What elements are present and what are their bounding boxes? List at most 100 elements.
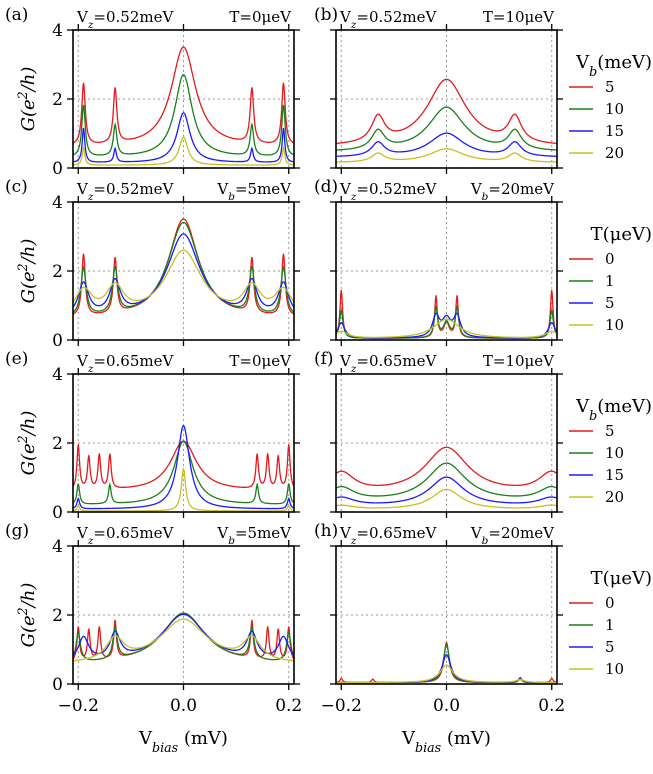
x-tick-label: −0.2 <box>58 696 99 716</box>
legend-label: 15 <box>605 122 624 140</box>
series-line-10 <box>336 664 558 684</box>
legend-title: Vb(meV) <box>575 396 652 423</box>
panel-title-left: Vz=0.52meV <box>76 8 174 31</box>
legend-title: Vb(meV) <box>575 52 652 79</box>
y-axis-label: G(e2/h) <box>15 411 40 476</box>
y-tick-label: 0 <box>52 503 63 523</box>
panel-b: (b) Vz=0.52meV T=10μeV <box>314 5 563 174</box>
x-tick-label: 0.0 <box>433 696 460 716</box>
y-tick-label: 4 <box>52 365 63 385</box>
legend-label: 10 <box>605 660 624 678</box>
panel-label: (c) <box>5 177 28 197</box>
panel-label: (e) <box>5 349 28 369</box>
series-line-1 <box>72 221 295 313</box>
series-line-10 <box>72 440 295 505</box>
legend-row-1: T(μeV) 0 1 5 10 <box>569 224 652 334</box>
y-tick-label: 2 <box>52 90 63 110</box>
series-line-20 <box>335 148 558 163</box>
y-axis-label: G(e2/h) <box>15 239 40 304</box>
series-line-5 <box>336 653 557 684</box>
series-line-10 <box>72 249 295 303</box>
panel-title-left: Vz=0.65meV <box>76 524 174 547</box>
series-line-15 <box>335 476 558 504</box>
legend-label: 0 <box>605 250 615 268</box>
panel-title-left: Vz=0.52meV <box>339 8 437 31</box>
y-axis-label: G(e2/h) <box>15 67 40 132</box>
panel-title-right: T=10μeV <box>483 8 555 26</box>
y-tick-label: 4 <box>52 537 63 557</box>
panel-title-right: Vb=5meV <box>216 180 292 203</box>
panel-label: (g) <box>5 521 29 541</box>
panel-h: −0.2 0.0 0.2 Vbias (mV) (h) Vz=0.65meV Vb=20me… <box>314 521 565 755</box>
legend-label: 10 <box>605 316 624 334</box>
x-tick-label: 0.2 <box>275 696 302 716</box>
series-line-5 <box>72 233 295 308</box>
panel-d: (d) Vz=0.52meV Vb=20meV <box>314 177 563 346</box>
series-line-0 <box>335 641 558 684</box>
panel-label: (f) <box>314 349 334 369</box>
legend-title: T(μeV) <box>591 568 652 589</box>
legend-label: 10 <box>605 100 624 118</box>
series-line-10 <box>335 462 558 497</box>
legend-label: 20 <box>605 488 624 506</box>
panel-title-left: Vz=0.65meV <box>76 352 174 375</box>
series-line-5 <box>72 46 295 144</box>
x-tick-label: 0.2 <box>538 696 565 716</box>
y-tick-label: 0 <box>52 675 63 695</box>
y-tick-label: 0 <box>52 159 63 179</box>
panel-title-right: T=0μeV <box>229 352 292 370</box>
y-axis-label: G(e2/h) <box>15 583 40 648</box>
panel-f: (f) Vz=0.65meV T=10μeV <box>314 349 563 518</box>
series-line-10 <box>72 618 295 662</box>
panel-title-left: Vz=0.52meV <box>339 180 437 203</box>
panel-a: 0 2 4 G(e2/h) (a) Vz=0.52meV T=0μeV <box>5 5 300 179</box>
y-tick-label: 0 <box>52 331 63 351</box>
panel-e: 0 2 4 G(e2/h) (e) Vz=0.65meV T=0μeV <box>5 349 300 523</box>
panel-c: 0 2 4 G(e2/h) (c) Vz=0.52meV Vb=5meV <box>5 177 300 351</box>
y-tick-label: 2 <box>52 434 63 454</box>
legend-label: 1 <box>605 272 615 290</box>
series-line-20 <box>72 466 295 512</box>
series-line-20 <box>72 136 295 166</box>
legend-label: 0 <box>605 594 615 612</box>
panel-title-left: Vz=0.65meV <box>339 352 437 375</box>
series-line-1 <box>72 612 295 661</box>
legend-label: 5 <box>605 294 615 312</box>
series-line-10 <box>335 106 558 151</box>
legend-label: 1 <box>605 616 615 634</box>
legend-row-0: Vb(meV)5 10 15 20 <box>569 52 652 162</box>
panel-title-right: T=0μeV <box>229 8 292 26</box>
legend-row-2: Vb(meV)5 10 15 20 <box>569 396 652 506</box>
series-line-15 <box>72 112 295 163</box>
series-line-10 <box>72 74 295 156</box>
series-line-15 <box>72 424 295 510</box>
legend-label: 20 <box>605 144 624 162</box>
x-tick-label: 0.0 <box>170 696 197 716</box>
y-tick-label: 4 <box>52 21 63 41</box>
panel-label: (d) <box>314 177 338 197</box>
panel-title-right: Vb=5meV <box>216 524 292 547</box>
y-tick-label: 2 <box>52 262 63 282</box>
legend-label: 5 <box>605 422 615 440</box>
legend-row-3: T(μeV) 0 1 5 10 <box>569 568 652 678</box>
x-axis-label: Vbias (mV) <box>401 728 491 755</box>
legend-label: 5 <box>605 638 615 656</box>
panel-label: (h) <box>314 521 338 541</box>
panel-title-left: Vz=0.52meV <box>76 180 174 203</box>
y-tick-label: 2 <box>52 606 63 626</box>
legend-label: 5 <box>605 78 615 96</box>
panel-label: (b) <box>314 5 338 25</box>
series-line-15 <box>335 132 558 157</box>
y-tick-label: 4 <box>52 193 63 213</box>
panel-title-right: Vb=20meV <box>470 524 555 547</box>
legend-label: 15 <box>605 466 624 484</box>
series-line-5 <box>72 613 295 656</box>
legend-title: T(μeV) <box>591 224 652 245</box>
panel-title-right: Vb=20meV <box>470 180 555 203</box>
series-line-5 <box>335 312 558 339</box>
legend-label: 10 <box>605 444 624 462</box>
series-line-10 <box>335 318 558 338</box>
series-line-20 <box>335 488 558 509</box>
x-tick-label: −0.2 <box>321 696 362 716</box>
